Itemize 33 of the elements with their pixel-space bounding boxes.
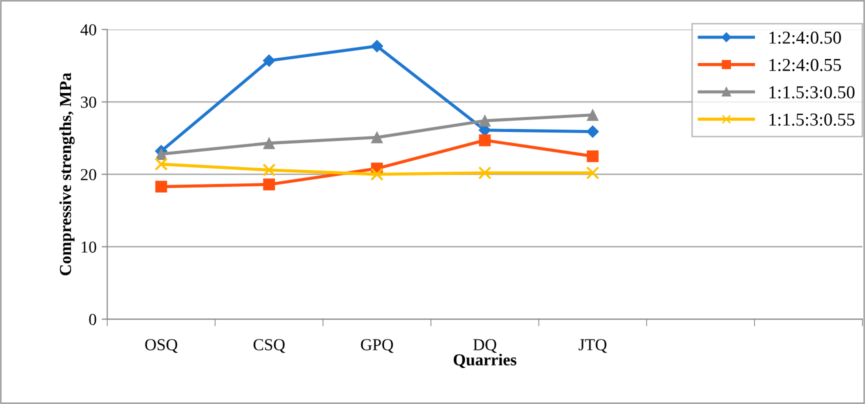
point — [370, 40, 384, 52]
x-tick-label: DQ — [473, 339, 497, 353]
y-axis-title: Compressive strengths, MPa — [59, 72, 75, 276]
x-tick-label: JTQ — [578, 339, 607, 353]
y-tick-label: 30 — [80, 96, 96, 108]
x-tick-label: CSQ — [254, 339, 286, 353]
point — [478, 114, 491, 127]
point — [478, 166, 492, 180]
point — [155, 180, 168, 193]
point — [262, 163, 276, 177]
y-tick-label: 40 — [80, 24, 96, 36]
legend-label: 1:2:4:0.50 — [770, 32, 841, 44]
legend-label: 1:1.5:3:0.55 — [770, 114, 854, 126]
legend-label: 1:2:4:0.55 — [770, 58, 841, 72]
point — [371, 131, 383, 144]
point — [263, 178, 275, 190]
point — [586, 125, 599, 138]
point — [586, 166, 600, 180]
x-tick-label: OSQ — [145, 339, 178, 353]
legend-label: 1:1.5:3:0.50 — [770, 86, 854, 98]
point — [263, 137, 275, 150]
point — [262, 54, 276, 67]
point — [155, 148, 168, 160]
point — [478, 134, 491, 146]
point — [586, 150, 599, 162]
point — [370, 168, 384, 181]
x-axis-title: Quarries — [454, 354, 516, 368]
point — [586, 109, 599, 121]
point — [154, 158, 168, 171]
y-tick-label: 20 — [80, 169, 96, 180]
x-tick-label: GPQ — [360, 339, 394, 353]
y-tick-label: 10 — [82, 241, 96, 253]
y-tick-label: 0 — [89, 314, 96, 326]
